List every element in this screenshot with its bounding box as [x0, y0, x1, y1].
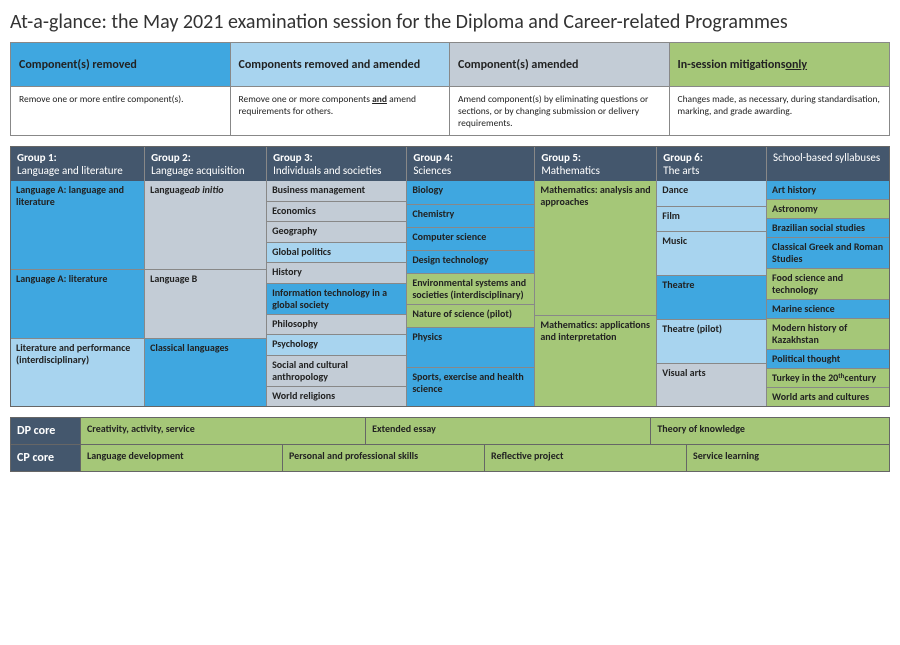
subject-cell: Social and cultural anthropology: [267, 356, 406, 387]
legend-desc: Remove one or more components and amend …: [231, 87, 450, 131]
subject-cell: Mathematics: analysis and approaches: [535, 181, 656, 315]
subject-column: Language A: language and literatureLangu…: [11, 181, 145, 406]
legend-desc: Amend component(s) by eliminating questi…: [450, 87, 669, 135]
subject-cell: Literature and performance (interdiscipl…: [11, 339, 144, 407]
legend-header: Component(s) removed: [11, 43, 230, 87]
legend-table: Component(s) removedRemove one or more e…: [10, 42, 890, 136]
core-table: DP coreCreativity, activity, serviceExte…: [10, 417, 890, 472]
core-cell: Service learning: [687, 445, 889, 471]
legend-column: In-session mitigations onlyChanges made,…: [670, 43, 890, 135]
core-label: DP core: [11, 418, 81, 444]
subject-cell: Psychology: [267, 335, 406, 356]
legend-desc: Remove one or more entire component(s).: [11, 87, 230, 131]
subject-cell: Visual arts: [657, 364, 766, 407]
subject-cell: Design technology: [407, 251, 534, 274]
group-header: Group 4:Sciences: [407, 147, 535, 181]
core-cell: Theory of knowledge: [651, 418, 889, 444]
subject-cell: Global politics: [267, 243, 406, 264]
subject-column: Art historyAstronomyBrazilian social stu…: [767, 181, 889, 406]
subject-cell: Modern history of Kazakhstan: [767, 319, 889, 350]
subject-cell: Political thought: [767, 350, 889, 369]
legend-column: Component(s) amendedAmend component(s) b…: [450, 43, 670, 135]
subject-cell: Marine science: [767, 300, 889, 319]
group-header: Group 3:Individuals and societies: [267, 147, 407, 181]
subject-cell: Theatre: [657, 276, 766, 320]
subject-cell: Theatre (pilot): [657, 320, 766, 364]
subject-cell: Sports, exercise and health science: [407, 368, 534, 406]
subject-cell: Language A: language and literature: [11, 181, 144, 270]
subject-column: Language ab initioLanguage BClassical la…: [145, 181, 267, 406]
subject-cell: World arts and cultures: [767, 388, 889, 406]
subject-column: Business managementEconomicsGeographyGlo…: [267, 181, 407, 406]
subject-cell: Environmental systems and societies (int…: [407, 274, 534, 305]
subject-cell: Film: [657, 207, 766, 232]
subject-column: Mathematics: analysis and approachesMath…: [535, 181, 657, 406]
subject-cell: Economics: [267, 202, 406, 223]
subject-cell: Physics: [407, 328, 534, 367]
subject-cell: Philosophy: [267, 315, 406, 336]
subject-cell: Language ab initio: [145, 181, 266, 270]
page-title: At-a-glance: the May 2021 examination se…: [10, 10, 890, 34]
subject-cell: Food science and technology: [767, 269, 889, 300]
subject-cell: Language B: [145, 270, 266, 339]
legend-header: In-session mitigations only: [670, 43, 890, 87]
core-cell: Reflective project: [485, 445, 687, 471]
subject-cell: Nature of science (pilot): [407, 305, 534, 328]
legend-header: Components removed and amended: [231, 43, 450, 87]
core-cell: Creativity, activity, service: [81, 418, 366, 444]
subject-table: Group 1:Language and literatureGroup 2:L…: [10, 146, 890, 407]
subject-cell: Brazilian social studies: [767, 219, 889, 238]
core-cell: Language development: [81, 445, 283, 471]
subject-cell: Chemistry: [407, 205, 534, 228]
subject-cell: Computer science: [407, 228, 534, 251]
core-row: DP coreCreativity, activity, serviceExte…: [11, 418, 889, 445]
subject-column: BiologyChemistryComputer scienceDesign t…: [407, 181, 535, 406]
subject-cell: Art history: [767, 181, 889, 200]
subject-cell: Classical Greek and Roman Studies: [767, 238, 889, 269]
subject-cell: History: [267, 263, 406, 284]
legend-header: Component(s) amended: [450, 43, 669, 87]
subject-cell: Dance: [657, 181, 766, 206]
legend-column: Components removed and amendedRemove one…: [231, 43, 451, 135]
group-header: Group 6:The arts: [657, 147, 767, 181]
group-header: Group 5:Mathematics: [535, 147, 657, 181]
subject-cell: Business management: [267, 181, 406, 202]
subject-cell: Mathematics: applications and interpreta…: [535, 316, 656, 407]
legend-column: Component(s) removedRemove one or more e…: [11, 43, 231, 135]
core-row: CP coreLanguage developmentPersonal and …: [11, 445, 889, 471]
subject-cell: Turkey in the 20th century: [767, 369, 889, 388]
subject-cell: Information technology in a global socie…: [267, 284, 406, 315]
subject-cell: Classical languages: [145, 339, 266, 407]
subject-cell: Music: [657, 232, 766, 276]
group-header: Group 2:Language acquisition: [145, 147, 267, 181]
core-cell: Personal and professional skills: [283, 445, 485, 471]
subject-cell: Geography: [267, 222, 406, 243]
group-header: Group 1:Language and literature: [11, 147, 145, 181]
subject-column: DanceFilmMusicTheatreTheatre (pilot)Visu…: [657, 181, 767, 406]
legend-desc: Changes made, as necessary, during stand…: [670, 87, 890, 131]
subject-cell: World religions: [267, 387, 406, 407]
subject-cell: Biology: [407, 181, 534, 204]
subject-cell: Language A: literature: [11, 270, 144, 339]
group-header: School-based syllabuses: [767, 147, 889, 181]
core-cell: Extended essay: [366, 418, 651, 444]
core-label: CP core: [11, 445, 81, 471]
subject-cell: Astronomy: [767, 200, 889, 219]
